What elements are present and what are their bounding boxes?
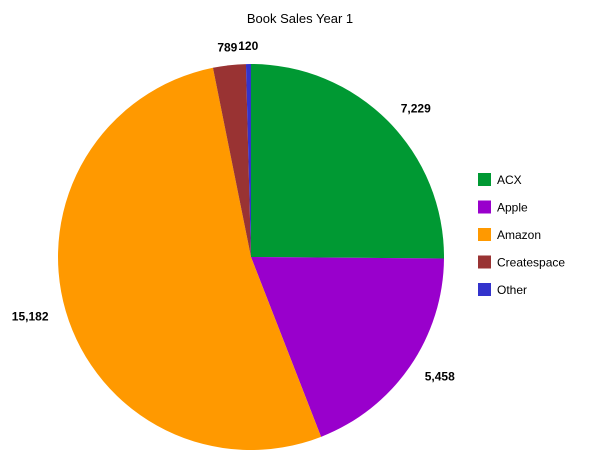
legend-label-createspace: Createspace xyxy=(497,256,565,270)
pie-slice-acx xyxy=(251,64,445,259)
slice-label-other: 120 xyxy=(238,39,258,53)
legend-label-acx: ACX xyxy=(497,173,522,187)
legend-swatch-other xyxy=(478,283,491,296)
legend-label-apple: Apple xyxy=(497,201,528,215)
chart-title: Book Sales Year 1 xyxy=(247,11,353,26)
slice-label-acx: 7,229 xyxy=(401,101,431,115)
legend-swatch-createspace xyxy=(478,255,491,269)
slice-label-apple: 5,458 xyxy=(425,370,455,384)
legend: ACX Apple Amazon Createspace Other xyxy=(478,173,565,297)
legend-swatch-acx xyxy=(478,173,491,186)
slice-label-createspace: 789 xyxy=(217,40,237,54)
pie-slice-createspace xyxy=(212,64,251,257)
legend-label-other: Other xyxy=(497,283,527,297)
pie-slices xyxy=(57,64,445,451)
pie-slice-apple xyxy=(251,257,444,437)
slice-label-amazon: 15,182 xyxy=(12,309,49,323)
legend-swatch-amazon xyxy=(478,228,491,241)
pie-slice-other xyxy=(245,64,251,257)
slice-labels: 7,229 5,458 15,182 789 120 xyxy=(12,39,455,384)
legend-swatch-apple xyxy=(478,200,491,214)
legend-label-amazon: Amazon xyxy=(497,228,541,242)
pie-slice-amazon xyxy=(57,67,322,451)
